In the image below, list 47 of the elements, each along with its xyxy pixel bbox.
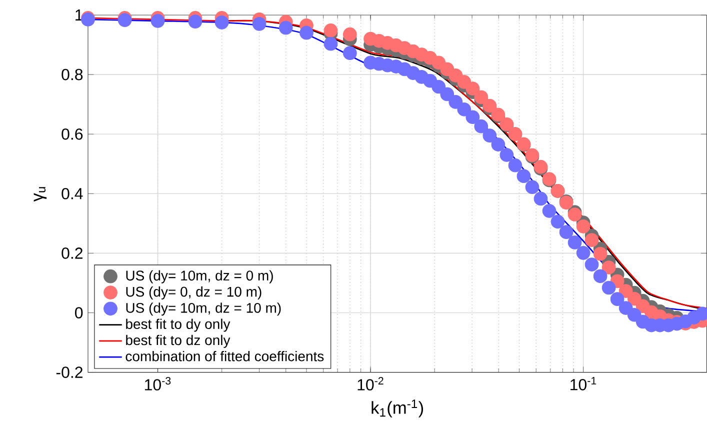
y-tick-label: 0.2 xyxy=(62,248,82,259)
point xyxy=(466,82,480,96)
point xyxy=(466,110,480,124)
y-tick-label: 0.6 xyxy=(62,128,83,140)
legend-label: combination of fitted coefficients xyxy=(126,351,324,362)
legend-label: US (dy= 10m, dz = 0 m) xyxy=(126,270,273,284)
point xyxy=(500,148,514,162)
point xyxy=(432,80,446,94)
point xyxy=(602,260,616,274)
x-tick-label: 10$^{-1}$ xyxy=(570,377,596,390)
point xyxy=(448,95,463,109)
point xyxy=(602,280,616,295)
x-axis-title: k$_{1}$(m$^{-1}$) xyxy=(372,400,424,418)
point xyxy=(568,208,582,222)
point xyxy=(516,169,531,184)
point xyxy=(482,128,497,143)
legend-label: US (dy= 10m, dz = 10 m) xyxy=(126,302,281,316)
point xyxy=(482,98,497,113)
point xyxy=(593,246,608,261)
point xyxy=(610,292,624,306)
point xyxy=(576,246,590,260)
point xyxy=(525,180,540,194)
point xyxy=(559,225,574,240)
point xyxy=(534,192,548,206)
point xyxy=(457,102,472,116)
point xyxy=(440,87,454,102)
y-tick-label: -0.2 xyxy=(56,366,82,378)
point xyxy=(474,119,488,134)
y-tick-label: 0 xyxy=(75,307,83,318)
point xyxy=(542,204,556,218)
point xyxy=(568,236,582,250)
x-tick-label: 10$^{-3}$ xyxy=(145,377,171,390)
legend-label: best fit to dy only xyxy=(126,318,230,332)
point xyxy=(550,214,565,229)
legend-label: US (dy= 0, dz = 10 m) xyxy=(126,286,262,300)
point xyxy=(584,233,599,248)
legend-label: best fit to dz only xyxy=(126,334,230,348)
x-tick-label: 10$^{-2}$ xyxy=(358,377,384,390)
point xyxy=(593,269,608,284)
y-tick-label: 0.4 xyxy=(62,188,83,200)
point xyxy=(576,219,590,234)
y-axis-title: γ$_{u}$ xyxy=(34,187,47,202)
point xyxy=(474,90,488,104)
y-tick-label: 0.8 xyxy=(62,68,83,80)
point xyxy=(508,158,522,172)
point xyxy=(491,138,506,152)
point xyxy=(584,258,599,272)
